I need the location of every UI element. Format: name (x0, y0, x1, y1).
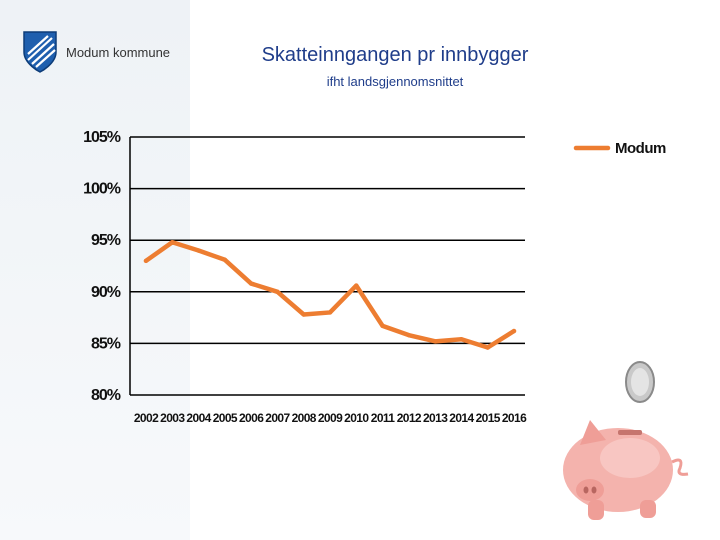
x-tick-label: 2004 (186, 411, 211, 425)
y-tick-label: 90% (91, 284, 121, 301)
data-point (354, 283, 359, 288)
data-point (222, 257, 228, 263)
legend-label: Modum (615, 140, 666, 157)
x-tick-label: 2007 (265, 411, 290, 425)
logo-text: Modum kommune (66, 44, 171, 60)
data-point (327, 310, 333, 315)
data-point (485, 345, 490, 350)
data-point (275, 289, 280, 294)
x-tick-label: 2006 (239, 411, 264, 425)
y-tick-label: 100% (83, 181, 121, 198)
data-point (406, 332, 412, 338)
x-tick-label: 2009 (318, 411, 343, 425)
page-title: Skatteinngangen pr innbygger (261, 44, 529, 66)
data-point (248, 281, 254, 286)
x-tick-label: 2002 (134, 411, 159, 425)
x-tick-label: 2011 (371, 411, 396, 425)
data-point (301, 312, 306, 317)
coat-of-arms-icon (23, 31, 57, 73)
series-line-modum (143, 240, 517, 350)
data-point (432, 339, 438, 344)
x-tick-label: 2005 (213, 411, 238, 425)
data-point (459, 337, 464, 342)
x-tick-label: 2014 (449, 411, 474, 425)
piggy-bank-image (563, 361, 689, 520)
x-tick-label: 2012 (397, 411, 422, 425)
x-tick-label: 2015 (476, 411, 501, 425)
data-point (170, 240, 175, 245)
x-tick-label: 2016 (502, 411, 527, 425)
logo: Modum kommune (22, 30, 170, 74)
page-subtitle: ifht landsgjennomsnittet (326, 74, 464, 89)
data-point (511, 328, 517, 334)
data-point (196, 248, 201, 253)
y-tick-label: 105% (83, 129, 121, 146)
data-point (143, 258, 149, 264)
x-tick-label: 2008 (292, 411, 317, 425)
y-tick-label: 80% (91, 387, 121, 404)
x-tick-label: 2013 (423, 411, 448, 425)
y-tick-label: 85% (91, 335, 121, 352)
x-tick-label: 2003 (160, 411, 185, 425)
x-tick-label: 2010 (344, 411, 369, 425)
data-point (380, 323, 385, 329)
y-tick-label: 95% (91, 232, 121, 249)
